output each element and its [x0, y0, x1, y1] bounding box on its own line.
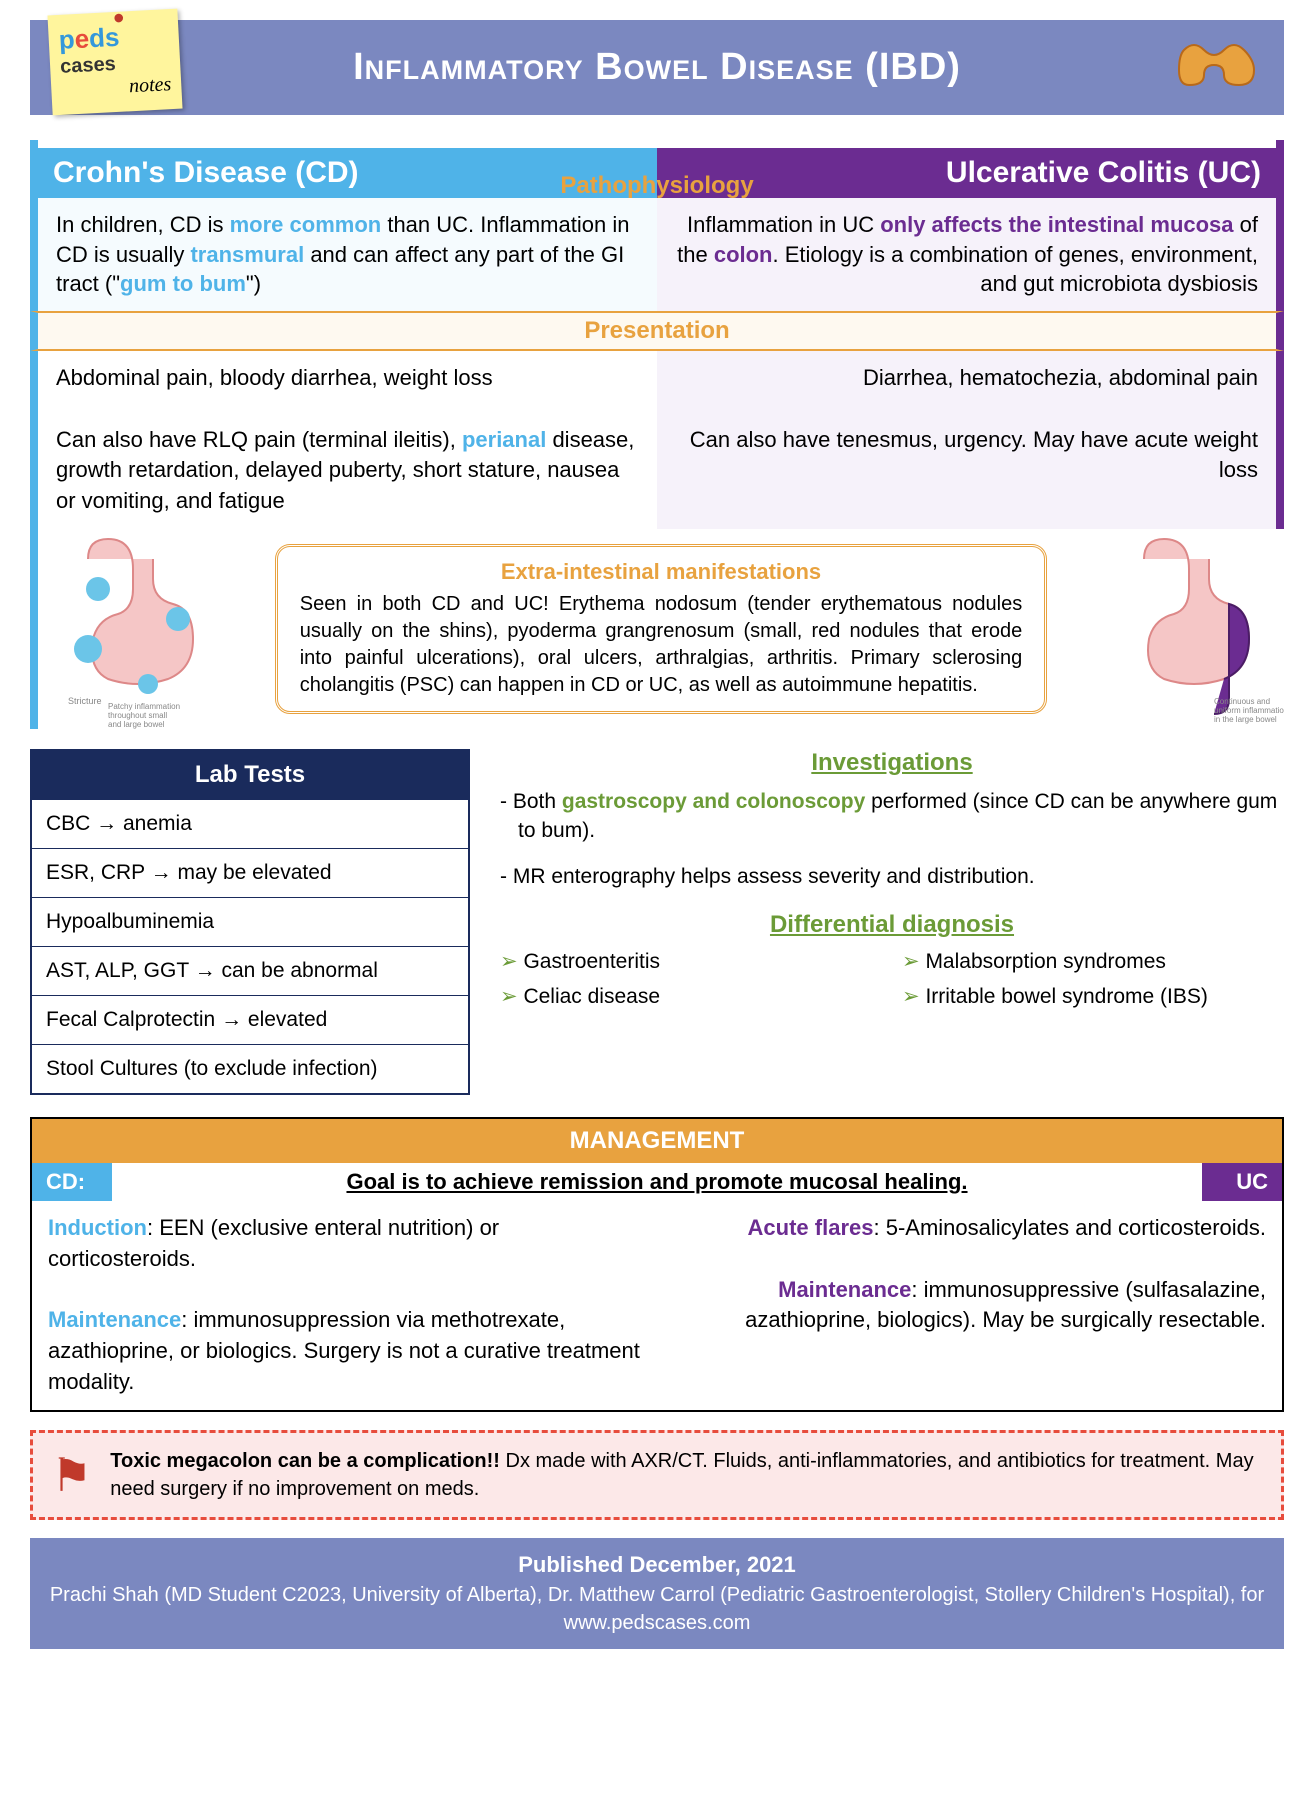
- highlight: transmural: [190, 242, 304, 267]
- management-subheader: CD: Goal is to achieve remission and pro…: [32, 1163, 1282, 1201]
- cd-present-line2: Can also have RLQ pain (terminal ileitis…: [56, 425, 639, 517]
- mgmt-cd-label: CD:: [32, 1163, 112, 1201]
- highlight: gastroscopy and colonoscopy: [562, 790, 865, 813]
- lab-row: AST, ALP, GGT → can be abnormal: [32, 946, 468, 995]
- uc-present-line2: Can also have tenesmus, urgency. May hav…: [675, 425, 1258, 487]
- extra-title: Extra-intestinal manifestations: [300, 559, 1023, 585]
- intestine-icon: [1174, 35, 1264, 95]
- cd-pathophysiology: In children, CD is more common than UC. …: [38, 198, 657, 311]
- svg-text:Continuous and: Continuous and: [1214, 697, 1270, 706]
- extra-intestinal-box: Extra-intestinal manifestations Seen in …: [275, 544, 1048, 714]
- mgmt-cd-column: Induction: EEN (exclusive enteral nutrit…: [32, 1201, 657, 1410]
- uc-pathophysiology: Inflammation in UC only affects the inte…: [657, 198, 1276, 311]
- text: "): [246, 271, 261, 296]
- ddx-item: Irritable bowel syndrome (IBS): [902, 984, 1284, 1009]
- presentation-label: Presentation: [30, 311, 1284, 351]
- highlight: only affects the intestinal mucosa: [880, 212, 1233, 237]
- svg-text:throughout small: throughout small: [108, 711, 167, 720]
- cd-gi-diagram: Stricture Patchy inflammation throughout…: [38, 529, 228, 729]
- lab-row: ESR, CRP → may be elevated: [32, 848, 468, 897]
- management-body: Induction: EEN (exclusive enteral nutrit…: [32, 1201, 1282, 1410]
- ddx-item: Malabsorption syndromes: [902, 949, 1284, 974]
- text: - Both: [500, 790, 562, 813]
- logo-sticky-note: peds cases notes: [47, 9, 182, 116]
- extra-manifestations-row: Stricture Patchy inflammation throughout…: [30, 529, 1284, 729]
- mid-section: Lab Tests CBC → anemia ESR, CRP → may be…: [30, 749, 1284, 1095]
- lab-row: Stool Cultures (to exclude infection): [32, 1044, 468, 1093]
- uc-acute: Acute flares: 5-Aminosalicylates and cor…: [673, 1213, 1266, 1244]
- cd-induction: Induction: EEN (exclusive enteral nutrit…: [48, 1213, 641, 1275]
- uc-present-line1: Diarrhea, hematochezia, abdominal pain: [675, 363, 1258, 394]
- highlight: gum to bum: [120, 271, 246, 296]
- mgmt-uc-label: UC: [1202, 1163, 1282, 1201]
- ddx-header: Differential diagnosis: [500, 911, 1284, 939]
- label: Induction: [48, 1215, 147, 1240]
- presentation-row: Abdominal pain, bloody diarrhea, weight …: [30, 351, 1284, 529]
- footer-date: Published December, 2021: [42, 1550, 1272, 1581]
- text: In children, CD is: [56, 212, 230, 237]
- label: Maintenance: [778, 1277, 911, 1302]
- ddx-grid: Gastroenteritis Malabsorption syndromes …: [500, 949, 1284, 1009]
- toxic-megacolon-warning: ⚑ Toxic megacolon can be a complication!…: [30, 1430, 1284, 1520]
- cd-presentation: Abdominal pain, bloody diarrhea, weight …: [38, 351, 657, 529]
- svg-text:Patchy inflammation: Patchy inflammation: [108, 702, 180, 711]
- text: . Etiology is a combination of genes, en…: [773, 242, 1259, 297]
- cd-present-line1: Abdominal pain, bloody diarrhea, weight …: [56, 363, 639, 394]
- investigation-item: - MR enterography helps assess severity …: [518, 862, 1284, 891]
- flag-icon: ⚑: [51, 1448, 92, 1502]
- lab-row: Fecal Calprotectin → elevated: [32, 995, 468, 1044]
- management-header: MANAGEMENT: [32, 1119, 1282, 1163]
- patho-row: In children, CD is more common than UC. …: [30, 198, 1284, 311]
- highlight: colon: [714, 242, 773, 267]
- investigations-ddx-column: Investigations - Both gastroscopy and co…: [500, 749, 1284, 1095]
- warning-bold: Toxic megacolon can be a complication!!: [110, 1450, 500, 1472]
- footer: Published December, 2021 Prachi Shah (MD…: [30, 1538, 1284, 1649]
- cd-maintenance: Maintenance: immunosuppression via metho…: [48, 1305, 641, 1397]
- mgmt-uc-column: Acute flares: 5-Aminosalicylates and cor…: [657, 1201, 1282, 1410]
- lab-header: Lab Tests: [32, 751, 468, 799]
- pathophysiology-label: Pathophysiology: [556, 168, 757, 204]
- text: : 5-Aminosalicylates and corticosteroids…: [874, 1215, 1267, 1240]
- management-section: MANAGEMENT CD: Goal is to achieve remiss…: [30, 1117, 1284, 1412]
- uc-gi-diagram: Continuous and uniform inflammation in t…: [1094, 529, 1284, 729]
- page-title: Inflammatory Bowel Disease (IBD): [50, 46, 1264, 89]
- label: Acute flares: [748, 1215, 874, 1240]
- text: Can also have RLQ pain (terminal ileitis…: [56, 427, 462, 452]
- ddx-item: Celiac disease: [500, 984, 882, 1009]
- label: Maintenance: [48, 1307, 181, 1332]
- svg-text:Stricture: Stricture: [68, 696, 102, 706]
- lab-row: Hypoalbuminemia: [32, 897, 468, 946]
- svg-text:and large bowel: and large bowel: [108, 720, 165, 729]
- page: peds cases notes Inflammatory Bowel Dise…: [0, 0, 1314, 1669]
- uc-presentation: Diarrhea, hematochezia, abdominal pain C…: [657, 351, 1276, 529]
- footer-credits: Prachi Shah (MD Student C2023, Universit…: [42, 1581, 1272, 1637]
- ddx-item: Gastroenteritis: [500, 949, 882, 974]
- highlight: more common: [230, 212, 382, 237]
- highlight: perianal: [462, 427, 546, 452]
- investigation-item: - Both gastroscopy and colonoscopy perfo…: [518, 787, 1284, 846]
- lab-tests-table: Lab Tests CBC → anemia ESR, CRP → may be…: [30, 749, 470, 1095]
- lab-row: CBC → anemia: [32, 799, 468, 848]
- uc-maintenance: Maintenance: immunosuppressive (sulfasal…: [673, 1275, 1266, 1337]
- svg-text:uniform inflammation: uniform inflammation: [1214, 706, 1284, 715]
- svg-text:in the large bowel: in the large bowel: [1214, 715, 1277, 724]
- extra-body: Seen in both CD and UC! Erythema nodosum…: [300, 591, 1023, 699]
- investigations-header: Investigations: [500, 749, 1284, 777]
- text: Inflammation in UC: [687, 212, 880, 237]
- header-banner: peds cases notes Inflammatory Bowel Dise…: [30, 20, 1284, 115]
- warning-text: Toxic megacolon can be a complication!! …: [110, 1447, 1263, 1503]
- mgmt-goal: Goal is to achieve remission and promote…: [112, 1163, 1202, 1201]
